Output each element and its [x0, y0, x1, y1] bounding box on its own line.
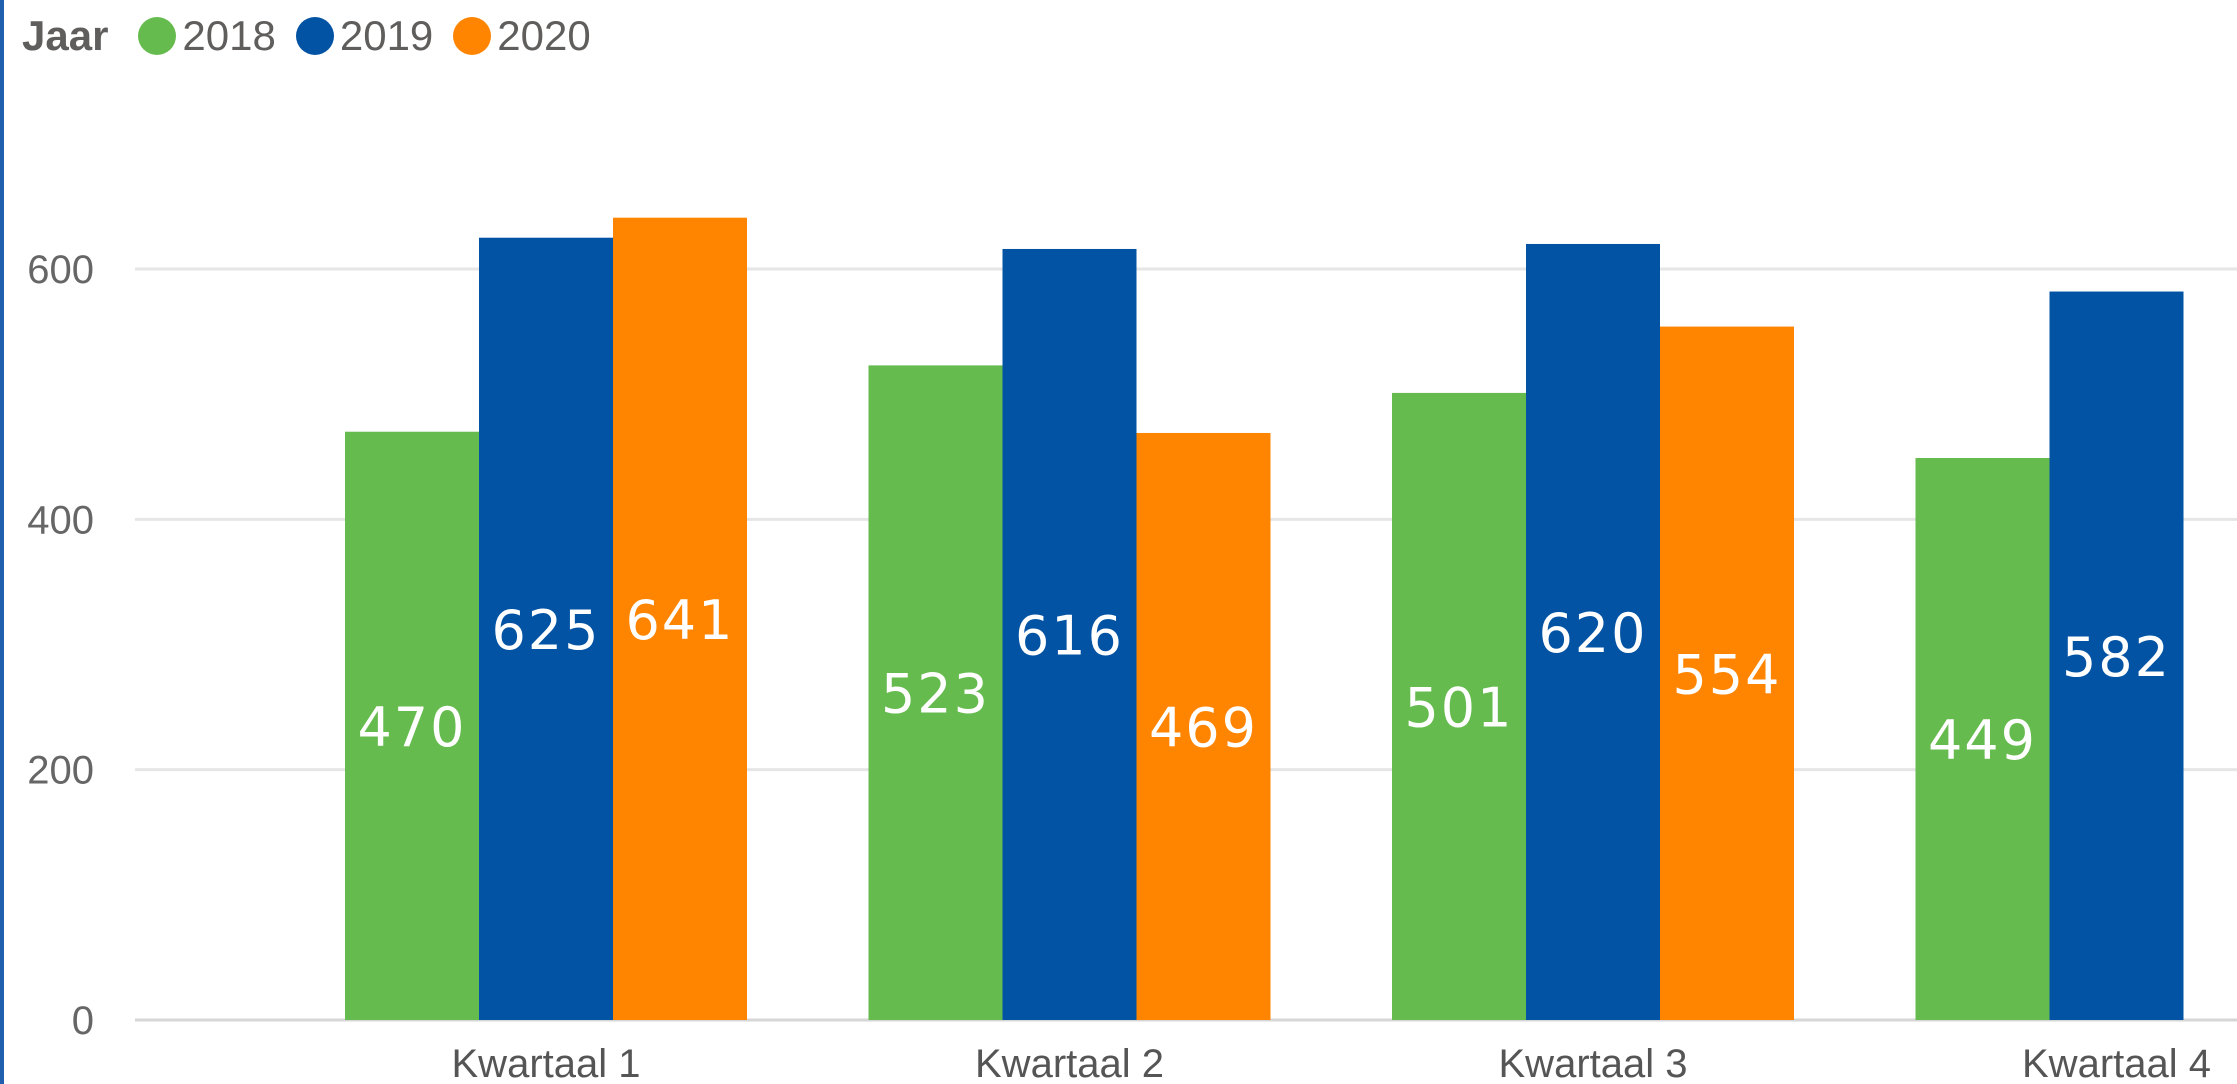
bar-2018-3[interactable]: [1392, 392, 1526, 1020]
data-label-2019-1: 625: [491, 599, 600, 662]
legend-label-2018: 2018: [182, 12, 276, 59]
x-category-label: Kwartaal 1: [452, 1042, 641, 1084]
legend-item-2019[interactable]: 2019: [295, 12, 434, 60]
data-label-2018-4: 449: [1928, 709, 2037, 772]
legend-label-2020: 2020: [497, 12, 591, 59]
legend-title: Jaar: [22, 12, 109, 59]
bar-2020-2[interactable]: [1136, 432, 1271, 1020]
y-tick-label: 600: [27, 248, 94, 292]
data-label-2019-3: 620: [1538, 602, 1647, 665]
legend-swatch-2019: [295, 17, 334, 55]
left-accent-bar: [0, 0, 4, 1084]
data-label-2018-2: 523: [881, 663, 990, 726]
data-label-2018-3: 501: [1404, 676, 1513, 739]
y-tick-label: 200: [27, 749, 94, 793]
bar-2020-1[interactable]: [613, 217, 747, 1021]
bar-2018-2[interactable]: [868, 365, 1003, 1021]
bar-2018-4[interactable]: [1915, 458, 2050, 1020]
data-label-2020-2: 469: [1149, 696, 1258, 759]
x-category-label: Kwartaal 3: [1499, 1042, 1688, 1084]
x-category-label: Kwartaal 4: [2022, 1042, 2211, 1084]
x-category-label: Kwartaal 2: [975, 1042, 1164, 1084]
legend-swatch-2020: [453, 17, 492, 55]
legend: Jaar 2018 2019 2020: [22, 8, 611, 64]
legend-item-2020[interactable]: 2020: [453, 12, 591, 60]
data-label-2020-1: 641: [625, 589, 734, 652]
y-tick-label: 400: [27, 498, 94, 542]
data-label-2019-2: 616: [1015, 604, 1124, 667]
bar-2019-2[interactable]: [1002, 248, 1137, 1020]
legend-swatch-2018: [138, 17, 177, 55]
bar-2019-4[interactable]: [2049, 291, 2184, 1020]
bar-2019-3[interactable]: [1526, 243, 1660, 1020]
bar-2018-1[interactable]: [345, 431, 479, 1020]
data-label-2019-4: 582: [2062, 626, 2171, 689]
bar-2020-3[interactable]: [1660, 326, 1794, 1020]
data-label-2018-1: 470: [357, 696, 466, 759]
legend-label-2019: 2019: [339, 12, 434, 59]
data-label-2020-3: 554: [1672, 643, 1781, 706]
y-tick-label: 0: [72, 999, 94, 1043]
legend-item-2018[interactable]: 2018: [138, 12, 276, 60]
bar-2019-1[interactable]: [479, 237, 613, 1021]
